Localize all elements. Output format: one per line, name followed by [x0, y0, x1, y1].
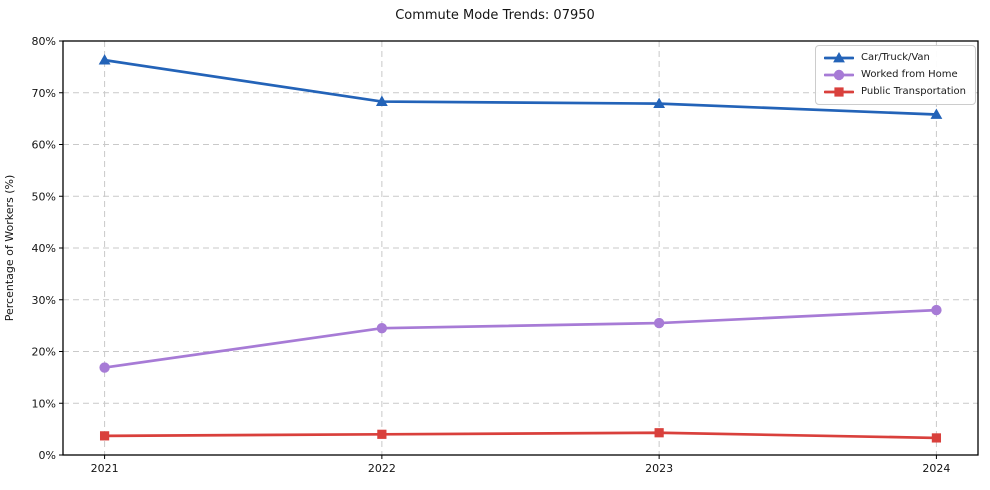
y-tick-label: 20%	[32, 346, 56, 359]
legend-label: Worked from Home	[861, 69, 958, 80]
legend: Car/Truck/Van Worked from Home Public Tran…	[815, 45, 976, 105]
marker-square-public-transportation	[99, 431, 110, 441]
legend-label: Public Transportation	[861, 86, 966, 97]
y-tick-label: 30%	[32, 294, 56, 307]
legend-label: Car/Truck/Van	[861, 52, 930, 63]
y-tick-label: 70%	[32, 87, 56, 100]
y-tick-label: 50%	[32, 190, 56, 203]
legend-marker-circle-icon	[824, 69, 855, 81]
marker-triangle-car-truck-van	[930, 108, 943, 119]
legend-marker-triangle-icon	[824, 52, 855, 63]
legend-item: Public Transportation	[824, 86, 966, 98]
x-tick-label: 2021	[91, 462, 119, 475]
marker-circle-worked-from-home	[931, 304, 942, 316]
marker-square-public-transportation	[931, 433, 942, 443]
y-tick-label: 0%	[39, 449, 56, 462]
y-tick-label: 10%	[32, 397, 56, 410]
marker-square-public-transportation	[377, 429, 387, 439]
y-tick-label: 40%	[32, 242, 56, 255]
legend-marker-square-icon	[824, 87, 855, 97]
y-tick-label: 60%	[32, 139, 56, 152]
marker-triangle-legend	[833, 52, 845, 63]
marker-triangle-car-truck-van	[98, 54, 111, 65]
legend-item: Worked from Home	[824, 69, 966, 81]
marker-circle-worked-from-home	[99, 362, 110, 373]
marker-triangle-car-truck-van	[375, 95, 388, 106]
marker-circle-legend	[833, 69, 845, 81]
x-tick-label: 2024	[922, 462, 950, 475]
series-line-car-truck-van	[103, 58, 938, 116]
marker-circle-worked-from-home	[653, 317, 665, 329]
series-line-public-transportation	[103, 431, 938, 440]
y-tick-label: 80%	[32, 35, 56, 48]
chart-title: Commute Mode Trends: 07950	[395, 8, 595, 23]
marker-square-legend	[834, 87, 844, 97]
legend-item: Car/Truck/Van	[824, 52, 966, 64]
series-line-worked-from-home	[103, 308, 938, 369]
marker-circle-worked-from-home	[376, 323, 388, 334]
marker-triangle-car-truck-van	[653, 97, 666, 109]
x-tick-label: 2022	[368, 462, 396, 475]
x-tick-label: 2023	[645, 462, 673, 475]
y-axis-label: Percentage of Workers (%)	[3, 175, 16, 322]
marker-square-public-transportation	[654, 428, 664, 438]
